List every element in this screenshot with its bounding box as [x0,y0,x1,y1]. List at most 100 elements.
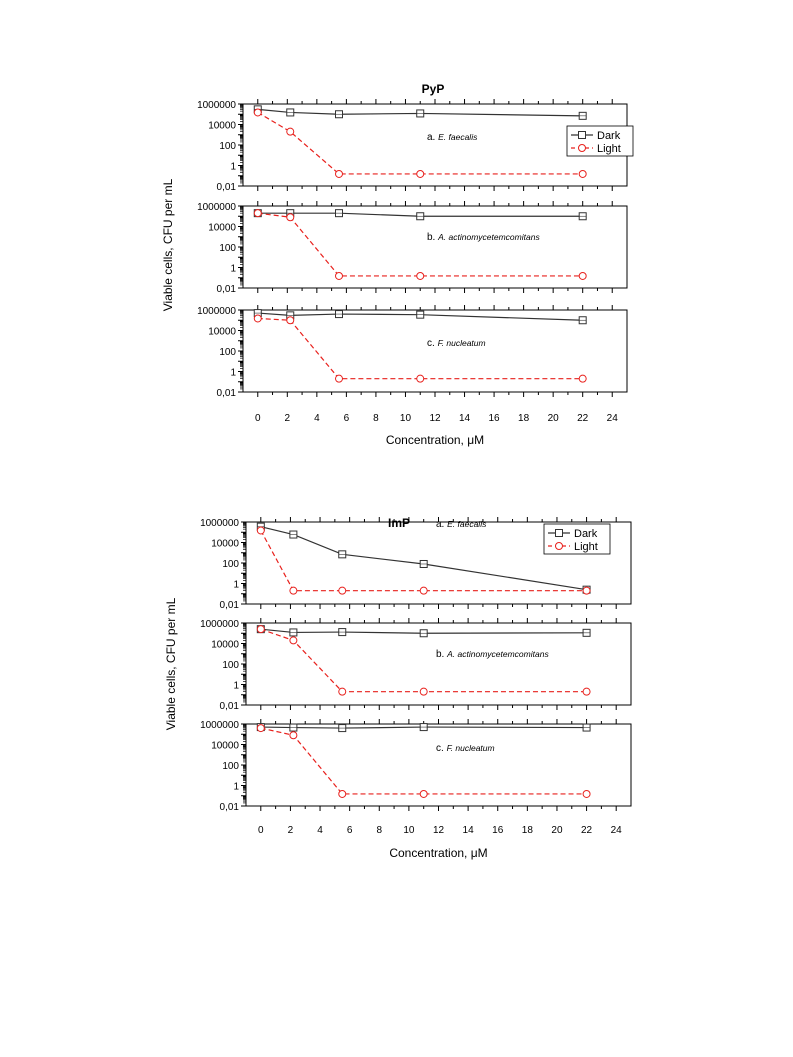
series-line-dark [260,526,587,591]
panel-label: b. A. actinomycetemcomitans [436,649,549,660]
data-point-light [253,314,262,323]
legend-marker-dark [555,529,563,537]
y-tick-label: 0,01 [220,701,240,712]
legend-box [566,125,634,157]
data-point-light [286,316,295,325]
legend-label-dark: Dark [597,130,621,142]
series-line-light [257,212,583,277]
y-tick-label: 1 [230,264,236,275]
y-tick-label: 1 [230,162,236,173]
x-tick-label: 20 [551,825,563,836]
x-tick-label: 18 [518,413,530,424]
y-axis-label: Viable cells, CFU per mL [161,178,175,311]
x-tick-label: 10 [403,825,415,836]
data-point-light [335,374,343,383]
panel-label: b. A. actinomycetemcomitans [427,232,540,243]
y-tick-label: 10000 [208,223,236,234]
x-tick-label: 22 [577,413,589,424]
data-point-light [286,213,295,222]
y-tick-label: 0,01 [217,388,237,399]
y-tick-label: 10000 [211,640,239,651]
x-tick-label: 2 [288,825,294,836]
data-point-light [286,127,295,136]
data-point-light [253,209,262,218]
panel-label-letter: c. [436,743,447,754]
data-point-light [289,636,298,645]
y-tick-label: 1 [230,368,236,379]
legend-label-dark: Dark [574,528,598,540]
legend-label-light: Light [597,143,621,155]
y-tick-label: 0,01 [217,182,237,193]
y-tick-label: 100 [219,141,236,152]
y-tick-label: 0,01 [220,802,240,813]
data-point-light [416,271,425,280]
data-point-light [419,687,428,696]
y-tick-label: 10000 [208,327,236,338]
x-tick-label: 18 [522,825,534,836]
x-axis-label: Concentration, μM [386,433,484,447]
x-tick-label: 20 [548,413,560,424]
series-line-light [257,111,583,175]
y-tick-label: 0,01 [220,600,240,611]
y-tick-label: 100 [222,559,239,570]
y-tick-label: 100 [222,660,239,671]
y-tick-label: 1000000 [197,202,236,213]
panel-label-organism: A. actinomycetemcomitans [446,649,549,659]
x-tick-label: 6 [347,825,353,836]
x-tick-label: 16 [489,413,501,424]
data-point-light [416,374,425,383]
y-tick-label: 1 [233,681,239,692]
data-point-light [582,586,591,595]
y-tick-label: 100 [219,347,236,358]
y-tick-label: 1000000 [197,100,236,111]
x-tick-label: 6 [344,413,350,424]
x-tick-label: 14 [459,413,471,424]
legend-label-light: Light [574,541,598,553]
x-tick-label: 8 [373,413,379,424]
x-tick-label: 16 [492,825,504,836]
x-tick-label: 24 [611,825,623,836]
y-tick-label: 1000000 [197,306,236,317]
y-tick-label: 1000000 [200,619,239,630]
panel-label-organism: A. actinomycetemcomitans [437,232,540,242]
legend-marker-dark [578,131,586,139]
data-point-light [578,271,587,280]
x-tick-label: 14 [463,825,475,836]
panel-frame [245,622,632,706]
data-point-light [419,586,428,595]
panel-label-letter: a. [427,132,438,143]
data-point-light [253,108,262,117]
panel-a: 0,01 1 100 10000 1000000 a. E. faecalis DarkLi… [200,517,632,611]
data-point-light [256,625,265,634]
data-point-light [578,374,587,383]
y-tick-label: 1 [233,782,239,793]
y-tick-label: 10000 [211,539,239,550]
x-tick-label: 10 [400,413,412,424]
data-point-light [338,687,347,696]
x-tick-label: 4 [317,825,323,836]
data-point-light [256,724,265,733]
panel-label: c. F. nucleatum [427,338,486,349]
data-point-light [289,731,298,740]
x-tick-label: 12 [429,413,441,424]
x-axis-label: Concentration, μM [389,846,487,860]
data-point-light [338,789,347,798]
data-point-light [335,169,343,178]
panel-label-organism: F. nucleatum [438,338,486,348]
x-tick-label: 4 [314,413,320,424]
x-tick-label: 0 [255,413,261,424]
y-tick-label: 100 [222,761,239,772]
series-line-light [260,727,587,795]
panel-label-letter: b. [427,232,438,243]
data-point-light [338,586,347,595]
x-tick-label: 2 [285,413,291,424]
chart-title: PyP [422,82,445,96]
series-line-light [257,317,583,380]
x-tick-label: 22 [581,825,593,836]
panel-label: a. E. faecalis [436,519,487,530]
panel-label-organism: E. faecalis [447,519,487,529]
